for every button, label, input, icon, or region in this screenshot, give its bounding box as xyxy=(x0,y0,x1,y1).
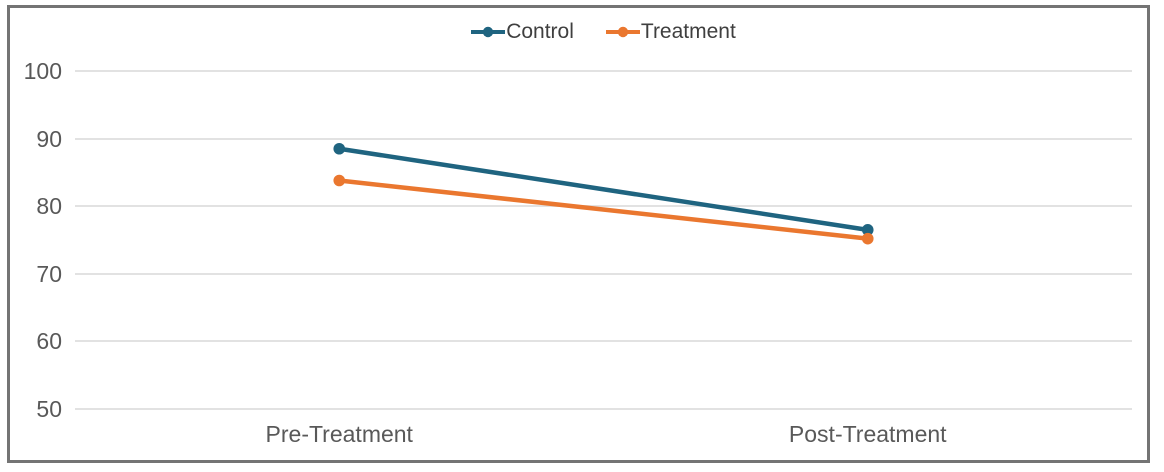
legend-item-treatment: Treatment xyxy=(605,20,736,43)
gridline-50 xyxy=(75,408,1132,410)
data-point-control-pre-treatment xyxy=(333,142,346,155)
data-point-treatment-pre-treatment xyxy=(333,174,346,187)
series-line-control xyxy=(338,146,869,233)
plot-area: Pre-Treatment Post-Treatment 100 90 80 70 60… xyxy=(24,58,1132,447)
y-tick-label-100: 100 xyxy=(23,58,62,84)
data-point-treatment-post-treatment xyxy=(861,232,874,245)
x-tick-label-post-treatment: Post-Treatment xyxy=(788,421,947,447)
legend: Control Treatment xyxy=(75,21,1132,42)
y-tick-label-90: 90 xyxy=(36,125,62,152)
y-tick-label-80: 80 xyxy=(36,193,62,220)
series-svg xyxy=(333,142,874,245)
gridline-80 xyxy=(75,205,1132,208)
legend-label-treatment: Treatment xyxy=(640,20,736,43)
gridline-70 xyxy=(75,272,1132,275)
series-line-treatment xyxy=(339,178,868,241)
x-tick-label-pre-treatment: Pre-Treatment xyxy=(265,421,413,447)
gridline-90 xyxy=(75,137,1132,140)
legend-label-control: Control xyxy=(506,20,574,43)
legend-item-control: Control xyxy=(471,21,574,42)
gridline-60 xyxy=(75,340,1132,343)
legend-marker-treatment-icon xyxy=(605,26,640,37)
y-tick-label-50: 50 xyxy=(36,396,62,422)
y-tick-label-60: 60 xyxy=(36,328,62,355)
y-tick-label-70: 70 xyxy=(36,260,62,287)
data-point-control-post-treatment xyxy=(861,224,874,236)
chart-frame: Control Treatment Pre-Treatment Post-Tre… xyxy=(7,5,1150,463)
gridline-100 xyxy=(75,70,1132,72)
legend-marker-control-icon xyxy=(471,26,506,37)
grid-layer xyxy=(75,70,1132,410)
